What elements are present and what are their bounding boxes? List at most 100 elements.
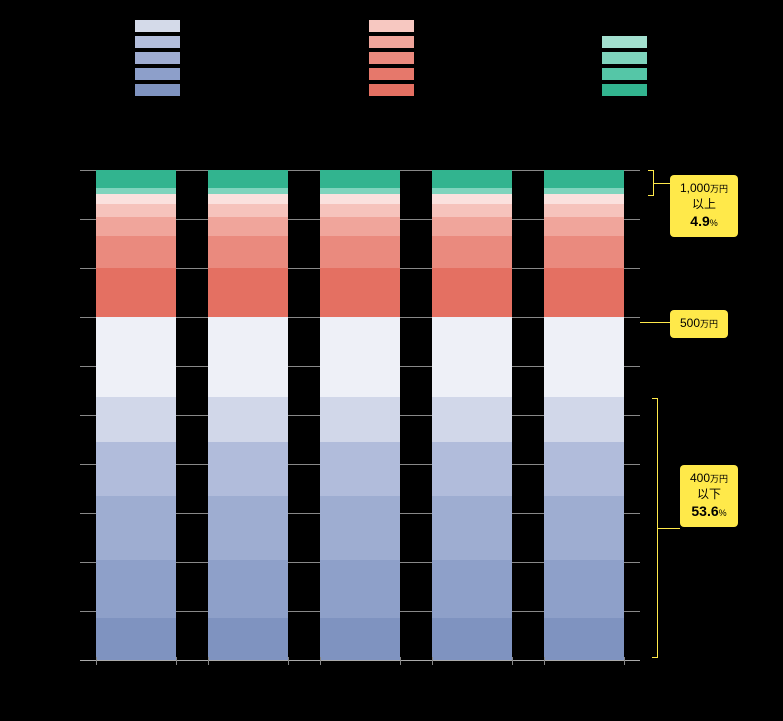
bar-segment — [432, 560, 512, 619]
legend-column — [369, 20, 422, 96]
bar-segment — [544, 618, 624, 660]
bar-segment — [432, 496, 512, 560]
stacked-bar — [208, 170, 288, 660]
x-tick — [512, 657, 513, 665]
legend-column — [135, 20, 188, 96]
bar-segment — [320, 217, 400, 237]
x-tick — [288, 657, 289, 665]
bar-segment — [208, 236, 288, 268]
legend-item — [602, 68, 655, 80]
bar-segment — [432, 397, 512, 442]
bar-segment — [432, 268, 512, 317]
bar-segment — [432, 618, 512, 660]
legend-swatch — [135, 84, 180, 96]
legend-item — [602, 52, 655, 64]
x-tick — [208, 657, 209, 665]
bar-segment — [544, 194, 624, 204]
bar-segment — [544, 170, 624, 188]
bar-segment — [208, 170, 288, 188]
legend-swatch — [135, 52, 180, 64]
bar-segment — [432, 317, 512, 397]
legend-swatch — [135, 20, 180, 32]
callout-pointer — [640, 322, 670, 323]
legend-item — [369, 68, 422, 80]
bars-container — [80, 170, 640, 660]
callout-label: 500万円 — [670, 310, 728, 338]
callout-label: 1,000万円以上4.9% — [670, 175, 738, 237]
bar-segment — [96, 560, 176, 619]
stacked-bar — [544, 170, 624, 660]
bar-segment — [544, 442, 624, 496]
bar-segment — [96, 236, 176, 268]
x-tick — [176, 657, 177, 665]
bar-segment — [544, 496, 624, 560]
callout-connector — [658, 528, 680, 529]
x-tick — [320, 657, 321, 665]
bar-segment — [320, 618, 400, 660]
legend-item — [602, 84, 655, 96]
bar-segment — [544, 217, 624, 237]
bar-segment — [320, 496, 400, 560]
stacked-bar — [96, 170, 176, 660]
bar-segment — [544, 317, 624, 397]
legend — [135, 20, 655, 96]
stacked-bar — [320, 170, 400, 660]
bar-segment — [96, 496, 176, 560]
legend-swatch — [369, 36, 414, 48]
legend-column — [602, 20, 655, 96]
legend-item — [369, 84, 422, 96]
legend-swatch — [135, 68, 180, 80]
legend-item — [135, 20, 188, 32]
legend-swatch — [602, 52, 647, 64]
x-axis — [80, 660, 640, 661]
bar-segment — [320, 170, 400, 188]
x-tick — [432, 657, 433, 665]
callout-label: 400万円以下53.6% — [680, 465, 738, 527]
bar-segment — [320, 194, 400, 204]
legend-item — [369, 36, 422, 48]
bar-segment — [208, 618, 288, 660]
legend-swatch — [602, 68, 647, 80]
bar-segment — [544, 397, 624, 442]
bar-segment — [320, 204, 400, 217]
x-tick — [544, 657, 545, 665]
bar-segment — [320, 317, 400, 397]
bar-segment — [432, 442, 512, 496]
bar-segment — [432, 170, 512, 188]
bar-segment — [96, 194, 176, 204]
legend-item — [135, 36, 188, 48]
bar-segment — [208, 204, 288, 217]
bar-segment — [96, 217, 176, 237]
bar-segment — [320, 560, 400, 619]
legend-swatch — [369, 20, 414, 32]
bar-segment — [320, 236, 400, 268]
bar-segment — [432, 204, 512, 217]
bar-segment — [432, 217, 512, 237]
bar-segment — [432, 194, 512, 204]
x-tick — [400, 657, 401, 665]
legend-item — [602, 36, 655, 48]
legend-swatch — [602, 36, 647, 48]
bar-segment — [208, 496, 288, 560]
callout-connector — [654, 183, 670, 184]
bar-segment — [96, 442, 176, 496]
legend-swatch — [135, 36, 180, 48]
bar-segment — [208, 268, 288, 317]
bar-segment — [544, 268, 624, 317]
bar-segment — [96, 170, 176, 188]
bar-segment — [96, 397, 176, 442]
bar-segment — [208, 194, 288, 204]
legend-swatch — [602, 84, 647, 96]
bar-segment — [320, 268, 400, 317]
legend-swatch — [369, 84, 414, 96]
bar-segment — [96, 268, 176, 317]
bar-segment — [208, 217, 288, 237]
bar-segment — [432, 236, 512, 268]
legend-item — [135, 68, 188, 80]
legend-swatch — [369, 68, 414, 80]
bar-segment — [208, 560, 288, 619]
bar-segment — [208, 397, 288, 442]
bar-segment — [320, 397, 400, 442]
bar-segment — [544, 236, 624, 268]
bar-segment — [96, 618, 176, 660]
